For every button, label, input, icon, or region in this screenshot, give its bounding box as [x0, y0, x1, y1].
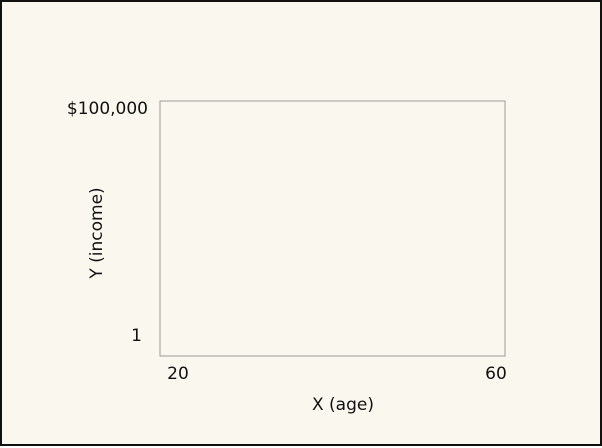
x-tick-label-left: 20 — [167, 364, 189, 384]
plot-area-frame — [159, 100, 506, 357]
x-axis-title: X (age) — [312, 395, 374, 415]
x-tick-label-right: 60 — [485, 364, 507, 384]
y-tick-label-top: $100,000 — [67, 99, 148, 119]
y-tick-label-bottom: 1 — [131, 326, 142, 346]
y-axis-title: Y (income) — [87, 187, 107, 279]
